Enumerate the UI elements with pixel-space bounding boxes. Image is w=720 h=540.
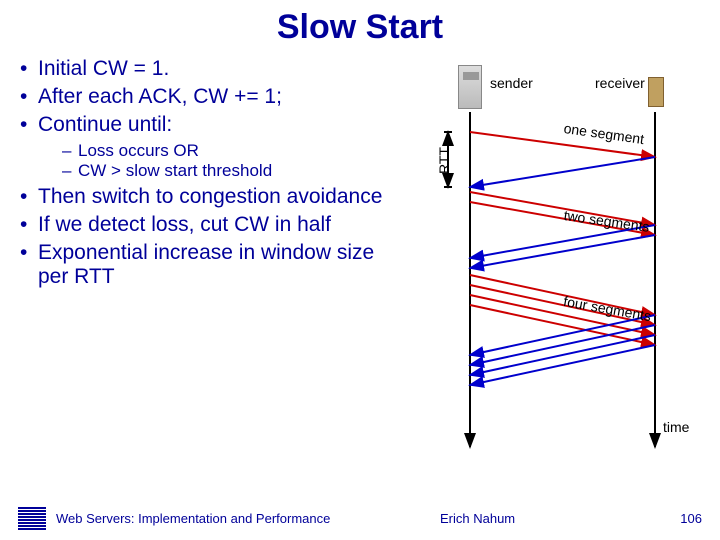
slide-title: Slow Start — [0, 0, 720, 47]
bullet-panel: Initial CW = 1. After each ACK, CW += 1; C… — [20, 57, 410, 467]
footer: Web Servers: Implementation and Performa… — [0, 507, 720, 530]
bullet-item: Continue until:Loss occurs ORCW > slow s… — [20, 113, 410, 181]
footer-author: Erich Nahum — [440, 511, 515, 526]
content-area: Initial CW = 1. After each ACK, CW += 1; C… — [0, 47, 720, 467]
bullet-item: Initial CW = 1. — [20, 57, 410, 81]
sub-bullet-item: Loss occurs OR — [62, 141, 410, 161]
bullet-list: Initial CW = 1. After each ACK, CW += 1; C… — [20, 57, 410, 289]
bullet-item: If we detect loss, cut CW in half — [20, 213, 410, 237]
footer-title: Web Servers: Implementation and Performa… — [56, 511, 330, 526]
bullet-item: After each ACK, CW += 1; — [20, 85, 410, 109]
bullet-item: Exponential increase in window size per … — [20, 241, 410, 289]
ibm-logo-icon — [18, 507, 46, 530]
slow-start-diagram: senderreceivertimeRTTone segmenttwo segm… — [410, 57, 710, 467]
page-number: 106 — [680, 511, 702, 526]
diagram-svg — [410, 57, 710, 467]
bullet-item: Then switch to congestion avoidance — [20, 185, 410, 209]
sub-bullet-item: CW > slow start threshold — [62, 161, 410, 181]
